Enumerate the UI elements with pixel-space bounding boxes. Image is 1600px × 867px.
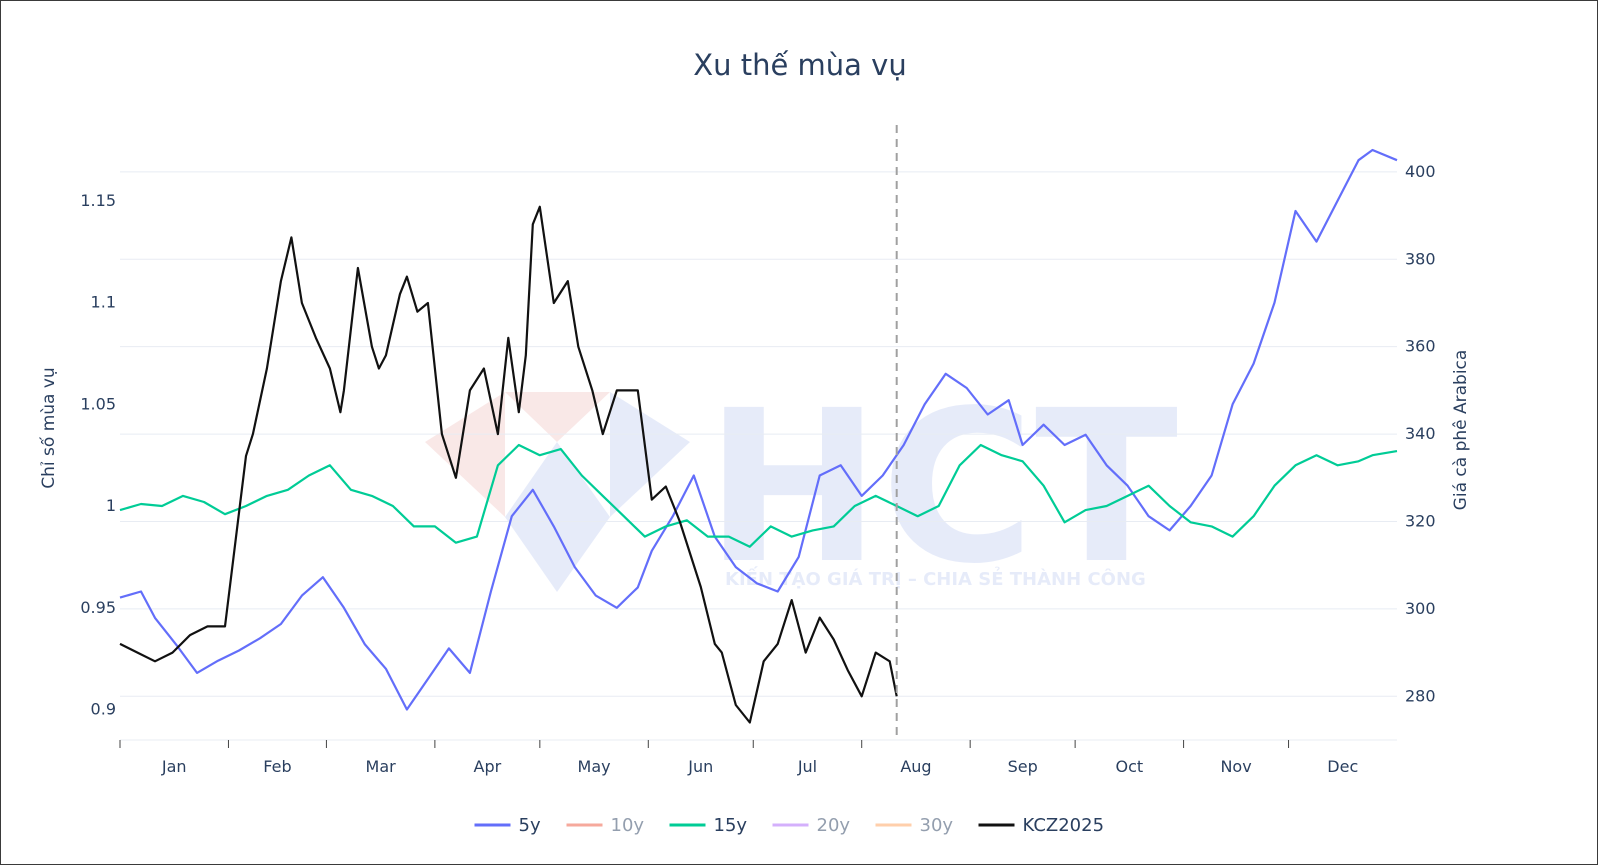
legend-item-15y[interactable]: 15y — [669, 815, 748, 836]
legend-item-20y[interactable]: 20y — [772, 815, 851, 836]
y-right-tick-label: 380 — [1405, 249, 1436, 268]
legend-label: 15y — [714, 815, 748, 836]
chart-title: Xu thế mùa vụ — [693, 48, 906, 82]
x-tick-label: May — [578, 757, 611, 776]
watermark-diamond-bottom — [505, 442, 610, 592]
x-tick-label: Apr — [474, 757, 502, 776]
legend-item-5y[interactable]: 5y — [474, 815, 541, 836]
x-tick-label: Nov — [1220, 757, 1251, 776]
y-right-tick-label: 280 — [1405, 686, 1436, 705]
y-left-tick-label: 1 — [106, 496, 116, 515]
series-line-KCZ2025 — [119, 205, 898, 724]
watermark-diamond-left — [425, 392, 505, 517]
y-right-tick-label: 360 — [1405, 337, 1436, 356]
series-layer — [119, 148, 1398, 724]
y-left-tick-label: 0.95 — [80, 598, 116, 617]
legend-item-30y[interactable]: 30y — [875, 815, 954, 836]
legend-item-KCZ2025[interactable]: KCZ2025 — [978, 815, 1105, 836]
x-tick-label: Aug — [900, 757, 931, 776]
series-line-15y — [119, 443, 1398, 548]
y-axis-right-title: Giá cà phê Arabica — [1451, 350, 1471, 511]
y-right-tick-label: 320 — [1405, 511, 1436, 530]
x-tick-label: Oct — [1116, 757, 1144, 776]
watermark-subtext: KIẾN TẠO GIÁ TRỊ – CHIA SẺ THÀNH CÔNG — [725, 566, 1146, 590]
legend-label: 20y — [817, 815, 851, 836]
series-line-5y — [119, 148, 1398, 711]
x-tick-label: Jun — [687, 757, 713, 776]
hct-watermark-logo: HCT KIẾN TẠO GIÁ TRỊ – CHIA SẺ THÀNH CÔN… — [425, 365, 1178, 610]
axes: 280 300 320 340 360 380 400 0.9 0.95 1 1.05 1.1 1.15… — [80, 125, 1436, 776]
x-tick-label: Dec — [1327, 757, 1358, 776]
y-left-tick-label: 1.05 — [80, 394, 116, 413]
y-right-tick-label: 400 — [1405, 162, 1436, 181]
grid-lines — [120, 171, 1397, 697]
x-tick-label: Jul — [797, 757, 817, 776]
x-tick-label: Feb — [263, 757, 291, 776]
legend-item-10y[interactable]: 10y — [566, 815, 645, 836]
x-tick-label: Sep — [1008, 757, 1038, 776]
y-left-tick-label: 0.9 — [91, 699, 116, 718]
x-tick-label: Jan — [161, 757, 187, 776]
legend: 5y 10y 15y 20y 30y KCZ2025 — [474, 815, 1105, 836]
x-tick-label: Mar — [366, 757, 397, 776]
y-axis-left-title: Chỉ số mùa vụ — [38, 367, 59, 488]
legend-label: 10y — [611, 815, 645, 836]
y-left-tick-label: 1.1 — [91, 293, 116, 312]
y-right-tick-label: 340 — [1405, 424, 1436, 443]
legend-label: KCZ2025 — [1023, 815, 1105, 836]
watermark-text: HCT — [705, 365, 1178, 610]
legend-label: 30y — [920, 815, 954, 836]
y-right-tick-label: 300 — [1405, 599, 1436, 618]
y-left-tick-label: 1.15 — [80, 191, 116, 210]
legend-label: 5y — [519, 815, 541, 836]
watermark-diamond-top — [505, 392, 610, 442]
watermark-diamond-right — [610, 392, 690, 517]
